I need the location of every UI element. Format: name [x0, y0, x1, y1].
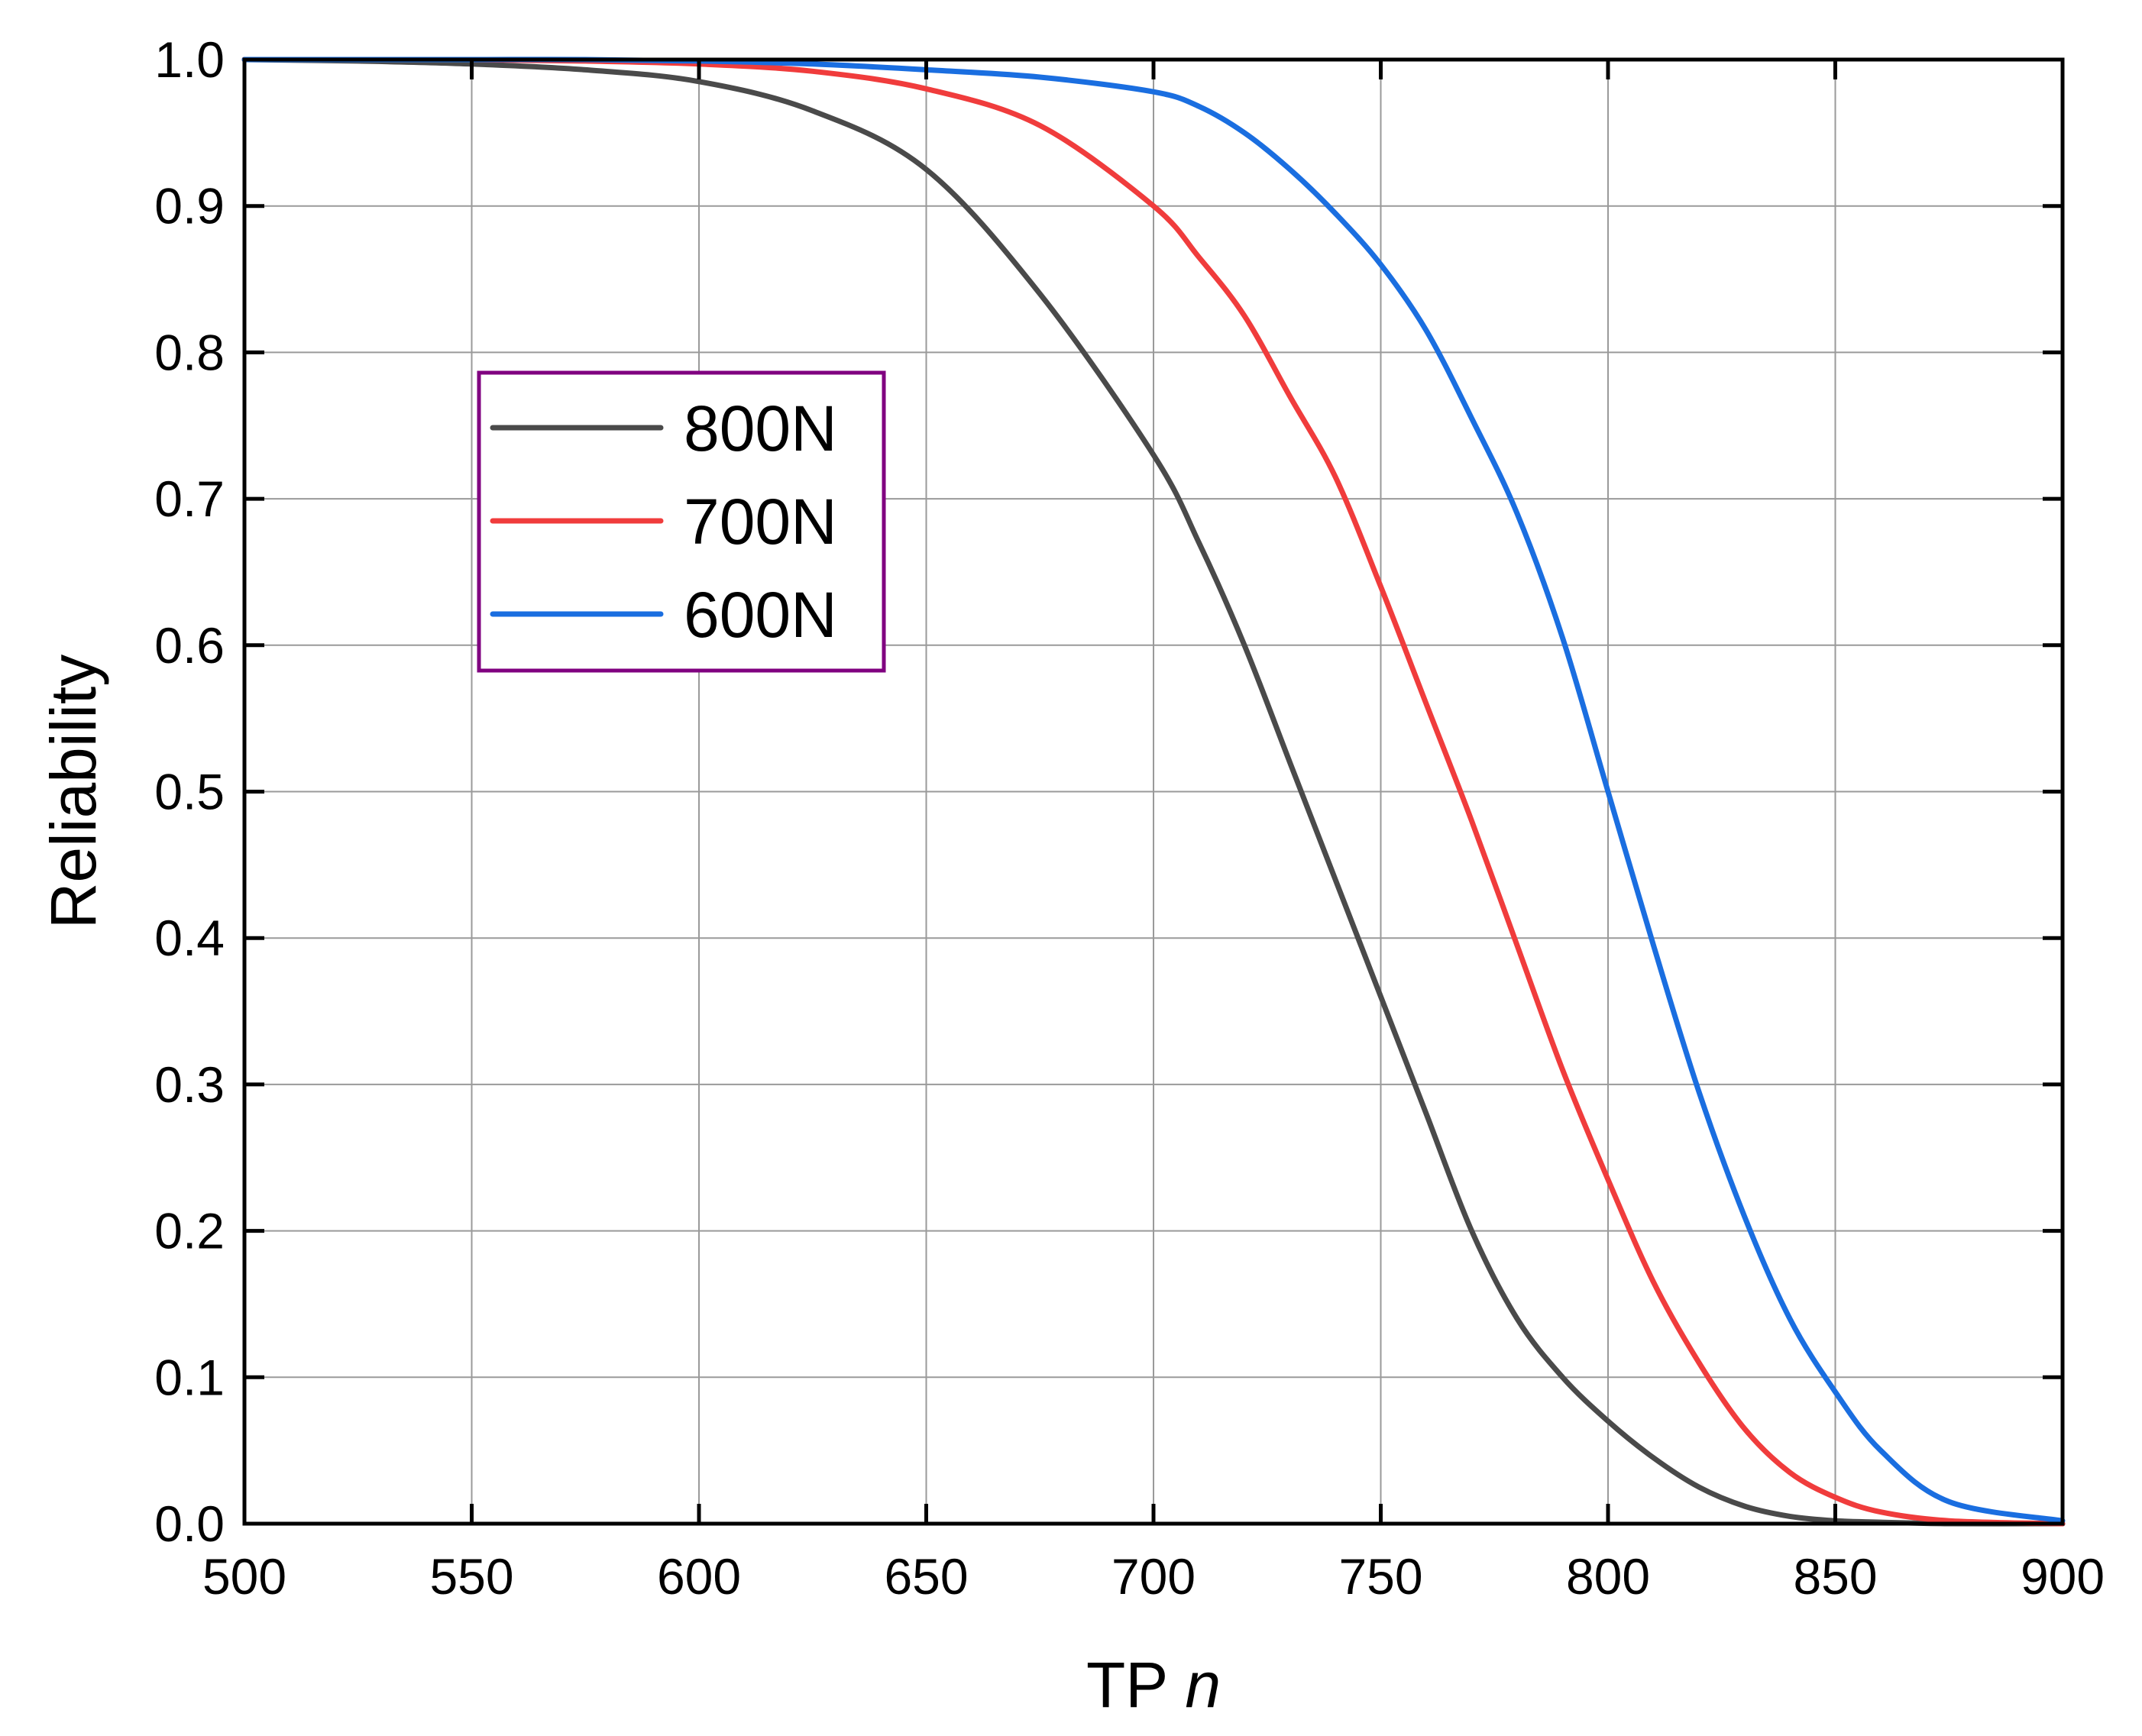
y-tick-label: 0.8 — [154, 324, 225, 380]
legend-entries: 800N 700N 600N — [490, 393, 837, 651]
x-tick-label: 800 — [1566, 1548, 1650, 1605]
legend-label-600n: 600N — [684, 579, 837, 651]
y-tick-label: 0.5 — [154, 764, 225, 820]
y-tick-labels: 0.0 0.1 0.2 0.3 0.4 0.5 0.6 0.7 0.8 0.9 1.0 — [154, 31, 225, 1552]
x-tick-label: 500 — [202, 1548, 286, 1605]
x-tick-label: 900 — [2021, 1548, 2105, 1605]
legend: 800N 700N 600N — [477, 370, 886, 673]
x-tick-label: 700 — [1111, 1548, 1196, 1605]
y-tick-label: 0.6 — [154, 617, 225, 674]
y-tick-label: 0.7 — [154, 470, 225, 527]
x-tick-label: 650 — [884, 1548, 968, 1605]
y-tick-label: 0.9 — [154, 178, 225, 234]
x-tick-labels: 500 550 600 650 700 750 800 850 900 — [202, 1548, 2105, 1605]
y-tick-label: 0.2 — [154, 1203, 225, 1259]
grid-lines — [244, 60, 2063, 1524]
x-tick-label: 750 — [1338, 1548, 1422, 1605]
x-axis-title-variable: n — [1185, 1649, 1221, 1721]
x-tick-label: 850 — [1793, 1548, 1877, 1605]
x-tick-label: 550 — [429, 1548, 513, 1605]
y-tick-label: 0.0 — [154, 1495, 225, 1552]
axis-ticks — [242, 57, 2065, 1526]
legend-label-800n: 800N — [684, 393, 837, 464]
x-axis-title: TP n — [1086, 1649, 1221, 1721]
y-tick-label: 1.0 — [154, 31, 225, 88]
y-tick-label: 0.3 — [154, 1056, 225, 1113]
y-tick-label: 0.4 — [154, 910, 225, 966]
legend-label-700n: 700N — [684, 486, 837, 558]
x-tick-label: 600 — [657, 1548, 741, 1605]
y-tick-label: 0.1 — [154, 1349, 225, 1405]
y-axis-title: Reliability — [37, 655, 109, 929]
series-line-800n — [241, 57, 2066, 1527]
x-axis-title-text: TP — [1086, 1649, 1168, 1721]
